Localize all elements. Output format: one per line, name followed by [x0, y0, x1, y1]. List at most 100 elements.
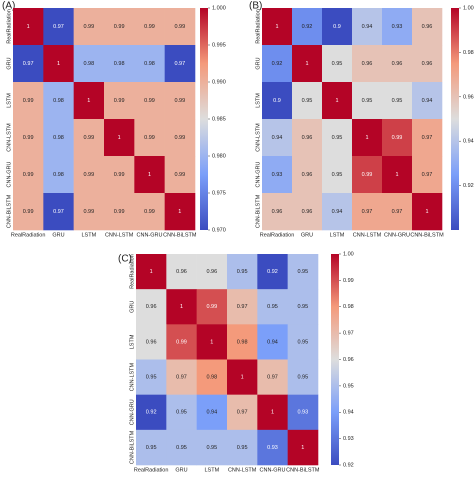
x-tick-label: GRU — [301, 232, 313, 238]
heatmap-cell — [196, 324, 228, 360]
cell-label: 1 — [275, 24, 278, 30]
heatmap-cell — [13, 156, 44, 194]
colorbar-tick-label: 1.00 — [343, 251, 354, 257]
heatmap-cell — [73, 156, 105, 194]
cell-label: 0.97 — [53, 24, 64, 30]
cell-label: 0.96 — [302, 172, 313, 178]
cell-label: 1 — [57, 61, 60, 67]
heatmap-cell — [412, 119, 443, 157]
cell-label: 0.99 — [174, 172, 185, 178]
cell-label: 0.99 — [114, 209, 125, 215]
cell-label: 0.95 — [267, 304, 278, 310]
heatmap-cell — [227, 289, 258, 325]
colorbar-tick-label: 0.970 — [212, 227, 226, 233]
heatmap-cell — [136, 359, 167, 395]
cell-label: 0.97 — [176, 375, 187, 381]
heatmap-cell — [73, 193, 105, 231]
panel-label: (C) — [118, 254, 132, 265]
cell-label: 0.95 — [146, 375, 157, 381]
cell-label: 0.94 — [362, 24, 373, 30]
colorbar-tick-label: 0.975 — [212, 190, 226, 196]
y-tick-label: CNN-LSTM — [129, 362, 135, 391]
cell-label: 0.99 — [144, 98, 155, 104]
y-tick-label: RealRadiation — [129, 254, 135, 289]
heatmap-cell — [134, 82, 165, 120]
y-tick-label: RealRadiation — [6, 9, 12, 44]
heatmap-cell — [43, 82, 74, 120]
x-tick-label: CNN-BiLSTM — [286, 467, 320, 473]
heatmap-cell — [227, 359, 258, 395]
heatmap-cell — [322, 82, 353, 120]
cell-label: 0.96 — [206, 269, 217, 275]
heatmap-cell — [292, 8, 323, 46]
cell-label: 0.92 — [272, 61, 283, 67]
cell-label: 0.99 — [23, 209, 34, 215]
heatmap-cell — [322, 156, 353, 194]
cell-label: 1 — [210, 339, 213, 345]
colorbar-tick-label: 0.995 — [212, 42, 226, 48]
heatmap-cell — [13, 119, 44, 157]
y-tick-label: CNN-BiLSTM — [6, 194, 12, 228]
cell-label: 0.94 — [206, 410, 217, 416]
heatmap-cell — [262, 193, 293, 231]
cell-label: 1 — [301, 445, 304, 451]
y-tick-label: GRU — [129, 301, 135, 313]
heatmap-cell — [104, 45, 135, 83]
cell-label: 0.98 — [83, 61, 94, 67]
colorbar-tick-label: 1.00 — [463, 5, 474, 11]
heatmap-cell — [412, 8, 443, 46]
heatmap-cell — [292, 82, 323, 120]
cell-label: 0.96 — [146, 339, 157, 345]
heatmap-cell — [73, 45, 105, 83]
cell-label: 0.99 — [176, 339, 187, 345]
heatmap-cell — [13, 8, 44, 46]
cell-label: 0.96 — [422, 61, 433, 67]
cell-label: 0.99 — [206, 304, 217, 310]
cell-label: 0.96 — [422, 24, 433, 30]
cell-label: 0.97 — [174, 61, 185, 67]
heatmap-cell — [166, 289, 197, 325]
x-tick-label: RealRadiation — [11, 232, 46, 238]
heatmap-cell — [13, 193, 44, 231]
cell-label: 0.99 — [83, 209, 94, 215]
x-tick-label: GRU — [52, 232, 64, 238]
cell-label: 0.96 — [272, 209, 283, 215]
cell-label: 0.99 — [362, 172, 373, 178]
heatmap-cell — [136, 324, 167, 360]
cell-label: 0.95 — [297, 304, 308, 310]
heatmap-cell — [382, 45, 413, 83]
cell-label: 1 — [87, 98, 90, 104]
cell-label: 0.99 — [392, 135, 403, 141]
heatmap-cell — [43, 156, 74, 194]
cell-label: 0.99 — [23, 135, 34, 141]
cell-label: 1 — [305, 61, 308, 67]
cell-label: 0.92 — [267, 269, 278, 275]
cell-label: 0.93 — [272, 172, 283, 178]
cell-label: 0.93 — [297, 410, 308, 416]
cell-label: 1 — [271, 410, 274, 416]
heatmap-cell — [352, 119, 383, 157]
cell-label: 1 — [148, 172, 151, 178]
cell-label: 0.99 — [174, 98, 185, 104]
cell-label: 0.99 — [144, 24, 155, 30]
heatmap-cell — [196, 289, 228, 325]
heatmap-cell — [104, 8, 135, 46]
heatmap-cell — [382, 82, 413, 120]
cell-label: 0.97 — [267, 375, 278, 381]
heatmap-cell — [382, 156, 413, 194]
cell-label: 0.9 — [333, 24, 341, 30]
cell-label: 0.95 — [362, 98, 373, 104]
heatmap-cell — [104, 119, 135, 157]
heatmap-cell — [412, 45, 443, 83]
heatmap-cell — [382, 8, 413, 46]
cell-label: 0.99 — [114, 172, 125, 178]
cell-label: 0.98 — [144, 61, 155, 67]
cell-label: 1 — [241, 375, 244, 381]
colorbar-tick-label: 0.92 — [463, 183, 474, 189]
panel-label: (A) — [2, 1, 15, 12]
heatmap-cell — [164, 8, 196, 46]
x-tick-label: CNN-LSTM — [353, 232, 382, 238]
heatmap-cell — [104, 156, 135, 194]
heatmap-cell — [43, 8, 74, 46]
colorbar-tick-label: 0.96 — [343, 357, 354, 363]
